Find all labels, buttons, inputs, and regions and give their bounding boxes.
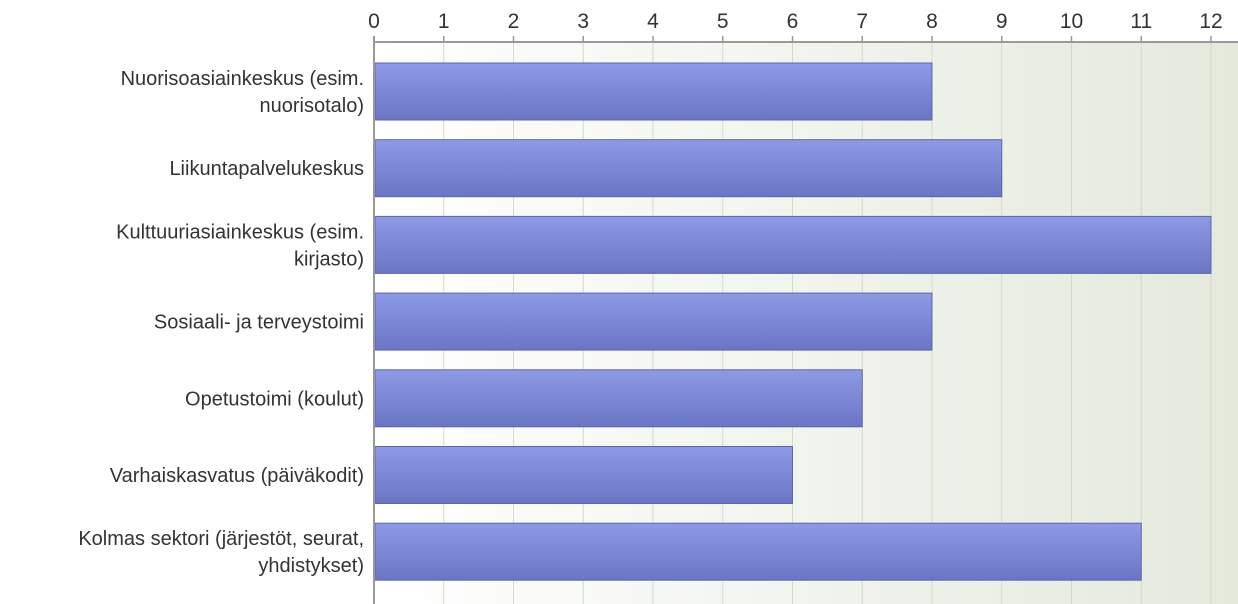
x-tick-label-9: 9 [996, 10, 1008, 33]
bar-0 [375, 63, 932, 120]
category-labels: Nuorisoasiainkeskus (esim. nuorisotalo) Li… [78, 68, 364, 577]
category-label-line: yhdistykset) [258, 555, 364, 577]
category-label-2: Kulttuuriasiainkeskus (esim. kirjasto) [116, 221, 364, 270]
x-tick-label-0: 0 [368, 10, 380, 33]
bar-2 [375, 216, 1211, 273]
x-tick-labels: 0 1 2 3 4 5 6 7 8 9 10 11 12 [368, 10, 1223, 33]
category-label-line: Sosiaali- ja terveystoimi [154, 312, 364, 334]
category-label-line: nuorisotalo) [259, 95, 364, 117]
category-label-line: kirjasto) [294, 248, 364, 270]
category-label-line: Nuorisoasiainkeskus (esim. [121, 68, 364, 90]
category-label-4: Opetustoimi (koulut) [185, 388, 364, 410]
category-label-line: Kulttuuriasiainkeskus (esim. [116, 221, 364, 243]
bar-1 [375, 140, 1002, 197]
x-tick-label-5: 5 [717, 10, 729, 33]
category-label-0: Nuorisoasiainkeskus (esim. nuorisotalo) [121, 68, 364, 117]
x-tick-label-11: 11 [1130, 10, 1152, 33]
category-label-5: Varhaiskasvatus (päiväkodit) [110, 465, 364, 487]
x-tick-label-12: 12 [1199, 10, 1222, 33]
category-label-line: Kolmas sektori (järjestöt, seurat, [78, 528, 364, 550]
category-label-line: Opetustoimi (koulut) [185, 388, 364, 410]
bar-4 [375, 370, 862, 427]
category-label-3: Sosiaali- ja terveystoimi [154, 312, 364, 334]
category-label-6: Kolmas sektori (järjestöt, seurat, yhdist… [78, 528, 364, 577]
bar-5 [375, 447, 793, 504]
x-tick-label-1: 1 [438, 10, 450, 33]
category-label-line: Liikuntapalvelukeskus [169, 158, 364, 180]
x-tick-label-10: 10 [1060, 10, 1083, 33]
x-tick-label-2: 2 [508, 10, 520, 33]
bar-6 [375, 523, 1141, 580]
x-tick-label-6: 6 [787, 10, 799, 33]
x-tick-label-8: 8 [926, 10, 938, 33]
x-tick-label-7: 7 [856, 10, 868, 33]
bar-3 [375, 293, 932, 350]
category-label-line: Varhaiskasvatus (päiväkodit) [110, 465, 364, 487]
category-label-1: Liikuntapalvelukeskus [169, 158, 364, 180]
x-tick-label-3: 3 [577, 10, 589, 33]
x-tick-label-4: 4 [647, 10, 659, 33]
